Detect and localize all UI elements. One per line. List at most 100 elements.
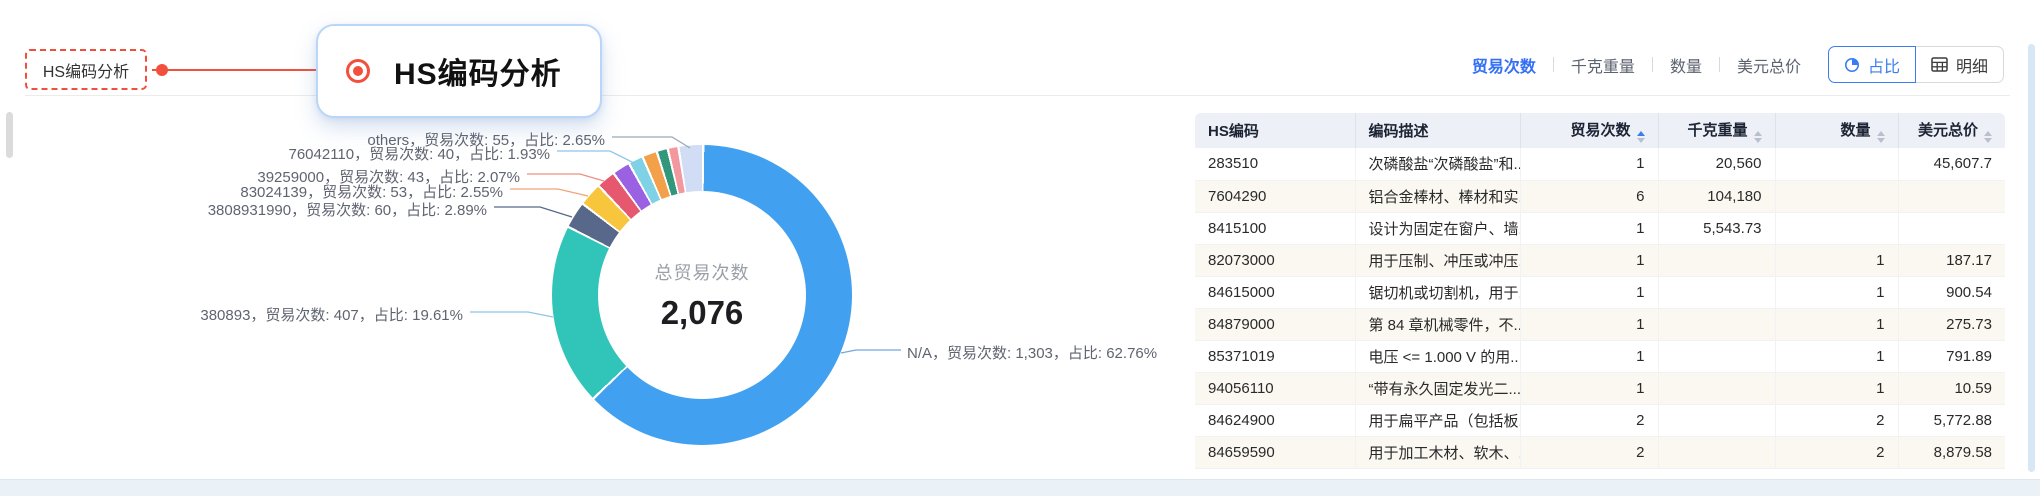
cell-kg-weight: 104,180	[1658, 180, 1776, 213]
sort-carets-icon[interactable]	[1876, 130, 1885, 143]
cell-description: 用于加工木材、软木、...	[1355, 436, 1521, 469]
section-label: HS编码分析	[42, 63, 130, 81]
cell-kg-weight: 5,543.73	[1658, 212, 1776, 245]
cell-quantity: 2	[1775, 404, 1899, 437]
metric-tab-trade-count[interactable]: 贸易次数	[1471, 58, 1536, 76]
table-row[interactable]: 84879000 第 84 章机械零件，不... 1 1 275.73	[1195, 308, 2005, 341]
cell-quantity: 1	[1775, 340, 1899, 373]
cell-trade-count: 2	[1520, 436, 1659, 469]
table-row[interactable]: 8415100 设计为固定在窗户、墙... 1 5,543.73	[1195, 212, 2005, 245]
cell-description: 电压 <= 1.000 V 的用...	[1355, 340, 1521, 373]
table-row[interactable]: 85371019 电压 <= 1.000 V 的用... 1 1 791.89	[1195, 340, 2005, 373]
chart-label: 39259000，贸易次数: 43，占比: 2.07%	[257, 169, 520, 186]
left-scrollbar-thumb[interactable]	[6, 112, 13, 158]
table-header-row: HS编码 编码描述 贸易次数 千克重量 数量 美元总价	[1195, 113, 2005, 148]
cell-quantity: 1	[1775, 308, 1899, 341]
sort-carets-icon[interactable]	[1984, 130, 1992, 143]
column-header-usd-total[interactable]: 美元总价	[1898, 113, 2005, 148]
donut-center: 总贸易次数 2,076	[598, 191, 806, 399]
table-body: 283510 次磷酸盐“次磷酸盐”和... 1 20,560 45,607.7 76042…	[1195, 148, 2005, 469]
cell-kg-weight	[1658, 276, 1776, 309]
column-header-quantity[interactable]: 数量	[1775, 113, 1899, 148]
cell-trade-count: 1	[1520, 212, 1659, 245]
divider	[1651, 57, 1653, 72]
section-label-box: HS编码分析	[25, 49, 147, 90]
cell-description: 用于压制、冲压或冲压...	[1355, 244, 1521, 277]
cell-hs-code: 84615000	[1195, 276, 1356, 309]
cell-kg-weight	[1658, 404, 1776, 437]
chart-label: others，贸易次数: 55，占比: 2.65%	[367, 132, 605, 149]
cell-description: 用于扁平产品（包括板...	[1355, 404, 1521, 437]
chart-label: 76042110，贸易次数: 40，占比: 1.93%	[288, 146, 550, 163]
table-row[interactable]: 82073000 用于压制、冲压或冲压... 1 1 187.17	[1195, 244, 2005, 277]
cell-usd-total: 187.17	[1898, 244, 2005, 277]
table-row[interactable]: 7604290 铝合金棒材、棒材和实... 6 104,180	[1195, 180, 2005, 213]
cell-hs-code: 84879000	[1195, 308, 1356, 341]
callout-title: HS编码分析	[394, 58, 562, 91]
cell-quantity: 1	[1775, 276, 1899, 309]
cell-kg-weight	[1658, 436, 1776, 469]
cell-usd-total: 10.59	[1898, 372, 2005, 405]
vertical-scrollbar[interactable]	[2028, 44, 2035, 472]
donut-center-label: 总贸易次数	[654, 262, 750, 283]
connector-line	[152, 69, 352, 71]
cell-hs-code: 7604290	[1195, 180, 1356, 213]
cell-trade-count: 1	[1520, 148, 1659, 181]
ratio-view-button[interactable]: 占比	[1827, 46, 1916, 83]
column-label: 数量	[1840, 121, 1871, 139]
cell-quantity	[1775, 212, 1899, 245]
cell-usd-total: 791.89	[1898, 340, 2005, 373]
bottom-bar	[0, 479, 2040, 496]
divider	[1552, 57, 1554, 72]
cell-kg-weight	[1658, 372, 1776, 405]
table-row[interactable]: 283510 次磷酸盐“次磷酸盐”和... 1 20,560 45,607.7	[1195, 148, 2005, 181]
cell-hs-code: 283510	[1195, 148, 1356, 181]
sort-carets-icon[interactable]	[1636, 130, 1645, 143]
chart-label: 380893，贸易次数: 407，占比: 19.61%	[200, 307, 463, 324]
cell-trade-count: 1	[1520, 372, 1659, 405]
cell-description: 铝合金棒材、棒材和实...	[1355, 180, 1521, 213]
column-label: 千克重量	[1687, 121, 1748, 139]
chart-label: 83024139，贸易次数: 53，占比: 2.55%	[240, 184, 503, 201]
cell-hs-code: 8415100	[1195, 212, 1356, 245]
pie-chart-icon	[1844, 57, 1859, 72]
column-label: 美元总价	[1917, 121, 1978, 139]
column-label: 贸易次数	[1570, 121, 1631, 139]
sort-carets-icon[interactable]	[1753, 130, 1762, 143]
metric-tab-usd-total[interactable]: 美元总价	[1736, 58, 1801, 76]
cell-kg-weight	[1658, 308, 1776, 341]
chart-toolbar: 贸易次数 千克重量 数量 美元总价 占比 明细	[1472, 46, 2004, 83]
cell-quantity: 1	[1775, 372, 1899, 405]
table-icon	[1931, 57, 1948, 72]
cell-usd-total: 8,879.58	[1898, 436, 2005, 469]
section-divider	[25, 95, 2010, 96]
cell-quantity	[1775, 148, 1899, 181]
cell-usd-total: 900.54	[1898, 276, 2005, 309]
cell-description: 次磷酸盐“次磷酸盐”和...	[1355, 148, 1521, 181]
cell-trade-count: 1	[1520, 276, 1659, 309]
cell-usd-total: 45,607.7	[1898, 148, 2005, 181]
cell-trade-count: 6	[1520, 180, 1659, 213]
callout-tooltip: HS编码分析	[316, 24, 602, 118]
cell-kg-weight	[1658, 244, 1776, 277]
column-header-kg-weight[interactable]: 千克重量	[1658, 113, 1776, 148]
donut-center-value: 2,076	[660, 293, 744, 331]
cell-quantity: 1	[1775, 244, 1899, 277]
metric-tab-kg-weight[interactable]: 千克重量	[1570, 58, 1635, 76]
cell-trade-count: 1	[1520, 244, 1659, 277]
cell-hs-code: 84659590	[1195, 436, 1356, 469]
target-icon	[346, 59, 370, 83]
cell-description: 设计为固定在窗户、墙...	[1355, 212, 1521, 245]
hs-code-table: HS编码 编码描述 贸易次数 千克重量 数量 美元总价 283510 次磷酸盐“次…	[1195, 113, 2005, 469]
cell-hs-code: 84624900	[1195, 404, 1356, 437]
cell-description: “带有永久固定发光二...	[1355, 372, 1521, 405]
divider	[1718, 57, 1720, 72]
metric-tab-quantity[interactable]: 数量	[1669, 58, 1702, 76]
cell-description: 第 84 章机械零件，不...	[1355, 308, 1521, 341]
table-row[interactable]: 84624900 用于扁平产品（包括板... 2 2 5,772.88	[1195, 404, 2005, 437]
table-row[interactable]: 94056110 “带有永久固定发光二... 1 1 10.59	[1195, 372, 2005, 405]
table-row[interactable]: 84615000 锯切机或切割机，用于... 1 1 900.54	[1195, 276, 2005, 309]
detail-view-button[interactable]: 明细	[1915, 46, 2004, 83]
table-row[interactable]: 84659590 用于加工木材、软木、... 2 2 8,879.58	[1195, 436, 2005, 469]
column-header-trade-count[interactable]: 贸易次数	[1520, 113, 1659, 148]
